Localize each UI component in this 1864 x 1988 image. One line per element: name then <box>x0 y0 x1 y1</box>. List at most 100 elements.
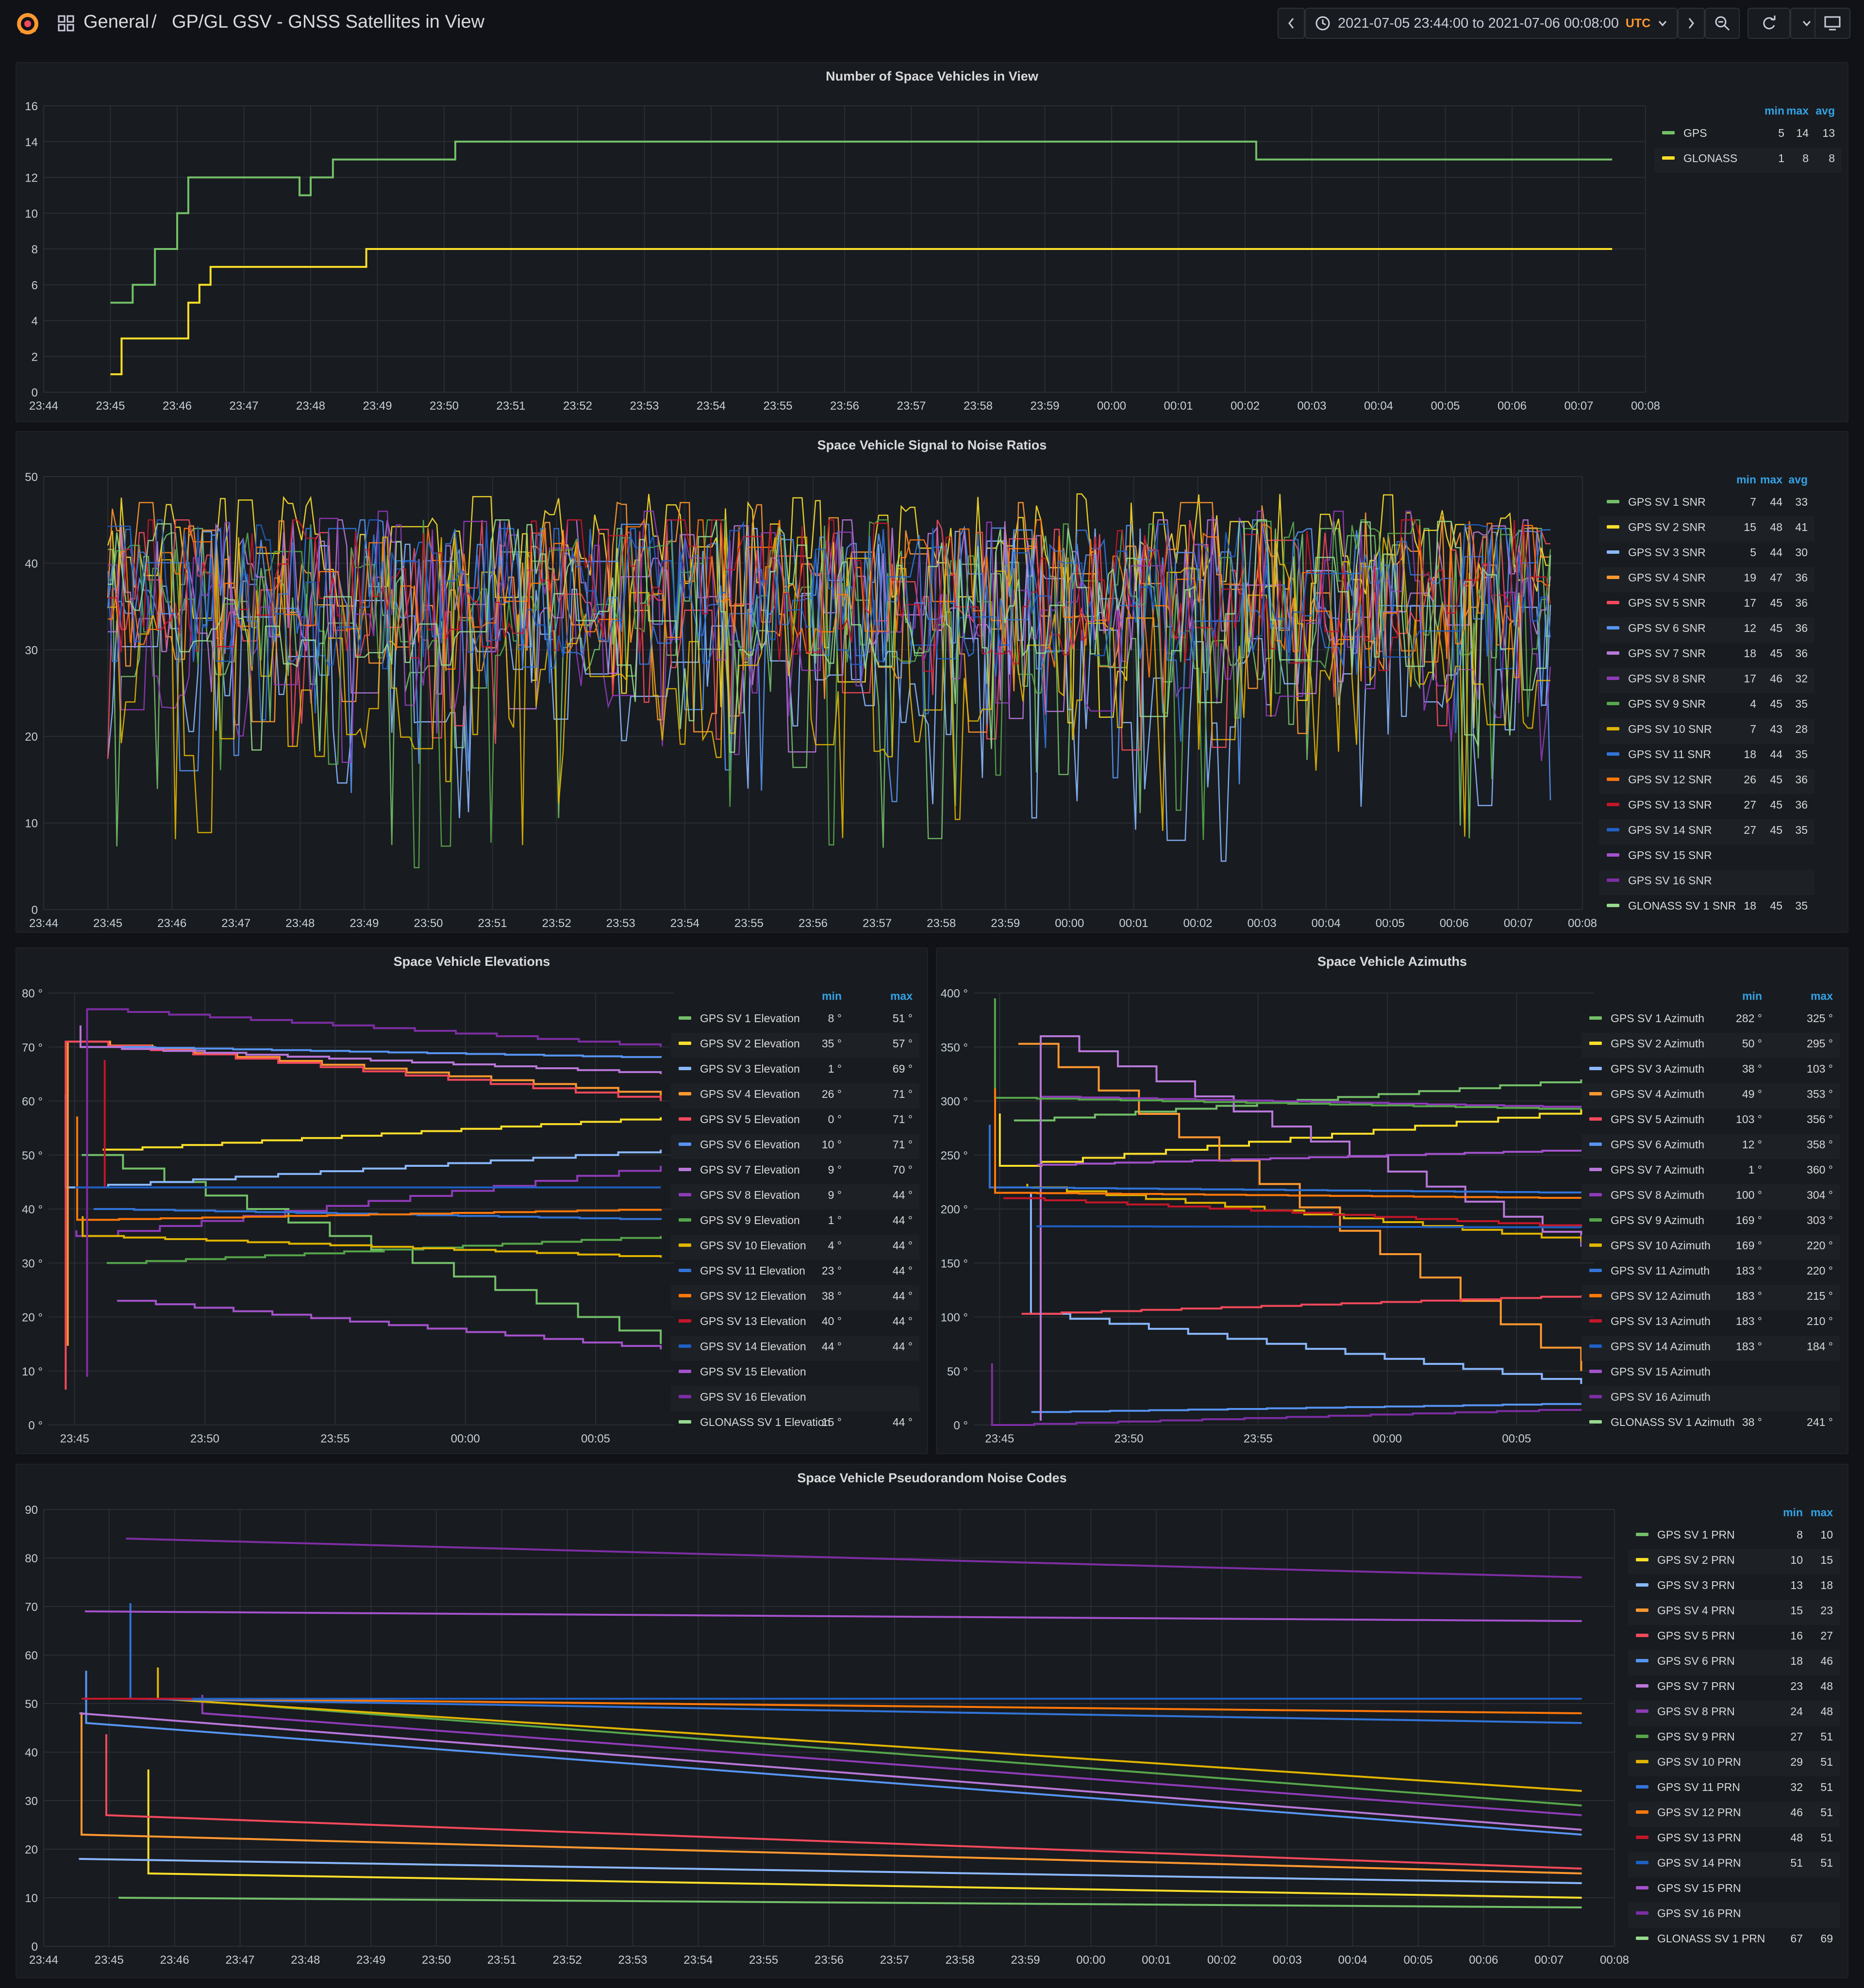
timezone-label: UTC <box>1625 16 1651 30</box>
tv-mode-button[interactable] <box>1814 8 1850 39</box>
legend-value: 69 <box>1820 1932 1833 1945</box>
y-tick-label: 80 <box>25 1552 38 1565</box>
y-tick-label: 70 <box>25 1601 38 1614</box>
legend-row-bg <box>1599 870 1814 895</box>
legend-value: 36 <box>1795 773 1808 786</box>
x-tick-label: 23:44 <box>29 1954 58 1967</box>
legend-color-swatch <box>1662 131 1675 134</box>
x-tick-label: 00:02 <box>1207 1954 1236 1967</box>
legend-value: 303 ° <box>1807 1214 1833 1226</box>
legend-header-max: max <box>1786 104 1809 117</box>
legend-row-bg <box>1581 1336 1840 1361</box>
legend-value: 49 ° <box>1742 1088 1762 1100</box>
x-tick-label: 23:49 <box>356 1954 385 1967</box>
legend-header-min: min <box>822 990 842 1002</box>
legend-value: 103 ° <box>1807 1062 1833 1075</box>
legend-value: 38 ° <box>1742 1416 1762 1428</box>
legend-color-swatch <box>679 1319 691 1323</box>
y-tick-label: 40 <box>25 1746 38 1759</box>
legend-series-name: GPS SV 3 SNR <box>1628 546 1706 559</box>
legend-color-swatch <box>1607 752 1619 756</box>
legend-value: 26 <box>1744 773 1756 786</box>
x-tick-label: 00:00 <box>1076 1954 1105 1967</box>
legend-series-name: GPS SV 12 Elevation <box>700 1290 806 1302</box>
legend-value: 15 <box>1790 1604 1803 1617</box>
legend-series-name: GPS SV 11 PRN <box>1657 1781 1740 1793</box>
elevations-chart: 0 ° 10 ° 20 ° 30 ° 40 ° 50 ° 60 ° 70 ° 80 ° 23:45… <box>22 987 919 1445</box>
breadcrumb-folder[interactable]: General <box>83 12 150 32</box>
chevron-down-icon <box>1659 21 1667 27</box>
legend-value: 4 <box>1750 697 1756 710</box>
legend-value: 4 ° <box>828 1239 842 1252</box>
time-shift-back-button[interactable] <box>1278 8 1305 39</box>
legend-series-name: GPS SV 10 Elevation <box>700 1239 806 1252</box>
legend-value: 169 ° <box>1736 1239 1762 1252</box>
x-tick-label: 23:47 <box>229 399 258 413</box>
x-tick-label: 23:54 <box>670 917 699 930</box>
x-tick-label: 23:52 <box>553 1954 582 1967</box>
legend-value: 44 ° <box>893 1340 913 1353</box>
legend-value: 13 <box>1822 127 1835 139</box>
series-line <box>65 1094 662 1189</box>
legend-series-name: GPS SV 9 SNR <box>1628 697 1706 710</box>
legend-header-avg: avg <box>1788 473 1808 486</box>
legend-series-name: GPS SV 15 SNR <box>1628 849 1712 861</box>
x-tick-label: 23:49 <box>363 399 392 413</box>
legend-value: 10 <box>1790 1554 1803 1566</box>
x-tick-label: 23:45 <box>96 399 125 413</box>
vehicles-chart: 0 2 4 6 8 10 12 14 16 23:44 23:45 23:46 23:47 23:48 23… <box>25 100 1842 413</box>
legend-series-name: GPS SV 10 SNR <box>1628 723 1712 735</box>
legend-color-swatch <box>1607 878 1619 882</box>
y-tick-label: 100 ° <box>941 1311 968 1325</box>
series-line <box>105 1734 1582 1870</box>
legend-color-swatch <box>1636 1709 1648 1713</box>
dashboard-title[interactable]: GP/GL GSV - GNSS Satellites in View <box>172 12 485 32</box>
time-shift-forward-button[interactable] <box>1678 8 1705 39</box>
legend-row-bg <box>1628 1802 1840 1827</box>
legend-value: 13 <box>1790 1579 1803 1591</box>
x-tick-label: 23:49 <box>350 917 379 930</box>
legend-series-name: GPS SV 3 Elevation <box>700 1062 800 1075</box>
legend-color-swatch <box>1636 1735 1648 1738</box>
zoom-out-button[interactable] <box>1705 8 1740 39</box>
legend-series-name: GPS SV 4 Azimuth <box>1611 1088 1704 1100</box>
series-line <box>991 1363 1582 1426</box>
legend-value: 51 <box>1820 1756 1833 1768</box>
legend-row-bg <box>1581 1235 1840 1260</box>
series-line <box>1031 1403 1582 1413</box>
legend-value: 51 <box>1820 1856 1833 1869</box>
legend-color-swatch <box>1607 828 1619 831</box>
legend-color-swatch <box>679 1067 691 1070</box>
legend-value: 45 <box>1770 697 1782 710</box>
refresh-button[interactable] <box>1748 8 1790 39</box>
y-tick-label: 30 <box>25 1795 38 1808</box>
legend-value: 45 <box>1770 824 1782 836</box>
y-tick-label: 50 <box>25 471 38 484</box>
legend-color-swatch <box>679 1016 691 1020</box>
legend-row-bg <box>671 1184 919 1209</box>
legend-row-bg <box>1599 769 1814 794</box>
legend-series-name: GPS SV 11 Azimuth <box>1611 1264 1710 1277</box>
y-tick-label: 0 <box>32 1940 38 1954</box>
legend-color-swatch <box>1607 576 1619 579</box>
grafana-logo-icon[interactable] <box>15 11 41 37</box>
x-tick-label: 23:50 <box>190 1432 219 1445</box>
x-tick-label: 23:59 <box>991 917 1020 930</box>
legend-value: 47 <box>1770 571 1782 584</box>
legend-series-name: GPS SV 11 SNR <box>1628 748 1711 761</box>
legend-value: 18 <box>1744 899 1756 912</box>
y-tick-label: 14 <box>25 136 38 149</box>
legend-value: 23 ° <box>822 1264 842 1277</box>
legend-color-swatch <box>1607 702 1619 705</box>
legend-series-name: GPS SV 14 PRN <box>1657 1856 1741 1869</box>
time-range-picker[interactable]: 2021-07-05 23:44:00 to 2021-07-06 00:08:… <box>1305 8 1678 39</box>
series-line-snr <box>107 519 1551 802</box>
legend-value: 27 <box>1820 1629 1833 1642</box>
x-tick-label: 23:55 <box>320 1432 350 1445</box>
dashboards-grid-icon[interactable] <box>57 15 75 32</box>
legend-color-swatch <box>679 1243 691 1247</box>
x-tick-label: 00:04 <box>1338 1954 1367 1967</box>
legend-color-swatch <box>679 1370 691 1373</box>
legend-value: 44 ° <box>893 1214 913 1226</box>
series-line <box>1042 1095 1582 1108</box>
